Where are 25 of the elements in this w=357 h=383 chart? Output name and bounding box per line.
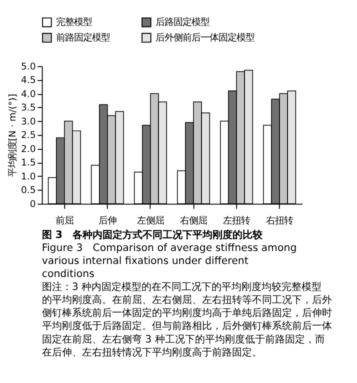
- y-tick-label: 0: [30, 198, 36, 210]
- legend-label: 完整模型: [56, 17, 92, 28]
- x-tick-label: 右侧屈: [180, 216, 208, 227]
- text: Figure 3 Comparison of average stiffness among various internal fixations under different conditions: [42, 243, 297, 280]
- x-tick-label: 右扭转: [266, 216, 294, 227]
- x-tick-label: 左侧屈: [136, 216, 164, 227]
- x-tick-label: 后伸: [98, 216, 116, 227]
- legend-label: 后路固定模型: [155, 17, 210, 28]
- y-tick-label: 3.5: [21, 102, 36, 114]
- y-tick-label: 1.0: [21, 171, 36, 182]
- y-tick-label: 0.5: [21, 185, 36, 196]
- x-tick-label: 左扭转: [223, 216, 250, 227]
- legend-label: 后外侧前后一体固定模型: [155, 32, 254, 44]
- legend-label: 前路固定模型: [56, 32, 110, 44]
- text: 图注：3 种内固定模型的在不同工况下的平均刚度均较完整模型的平均刚度高。在前屈、左右侧屈、左右扭转等不同工况下，后外侧钉棒系统前后一体固定的平均刚度均高于单纯后路固定，后伸时平均刚度低于后路固定。但与前路相比，后外侧钉棒系统前后一体固定在前屈、左右侧弯 3 种工况下的平均刚度低于前路固定，而在后伸、左右扭转情况下平均刚度高于前路固定。: [42, 281, 332, 358]
- y-tick-label: 4.5: [21, 75, 36, 86]
- text: 图 3 各种内固定方式不同工况下平均刚度的比较: [42, 229, 264, 242]
- y-tick-label: 2.5: [21, 130, 36, 142]
- y-tick-label: 4.0: [21, 88, 36, 100]
- y-tick-label: 2.0: [21, 144, 36, 155]
- x-tick-label: 前屈: [55, 216, 74, 227]
- y-tick-label: 5.0: [21, 61, 36, 72]
- y-tick-label: 3.0: [21, 116, 36, 128]
- y-axis-title: 平均刚度[N · m/(°)]: [7, 94, 18, 177]
- y-tick-label: 1.5: [21, 158, 36, 169]
